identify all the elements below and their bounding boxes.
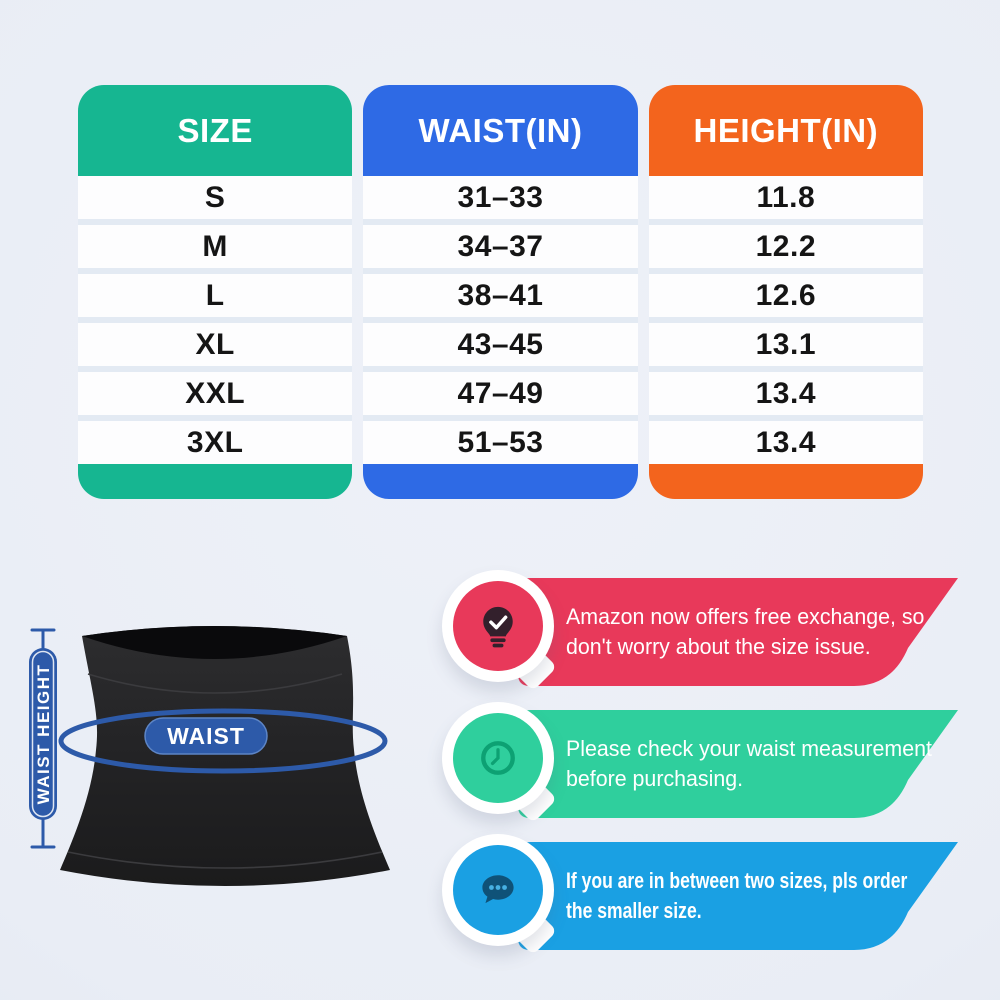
chat-dots-icon <box>453 845 543 935</box>
waist-height-label: WAIST HEIGHT <box>34 664 53 805</box>
waist-trainer-illustration: WAIST HEIGHT WAIST <box>20 600 440 900</box>
exchange-banner-text: Amazon now offers free exchange, so don'… <box>566 604 925 659</box>
size-advice-banner-icon-wrap <box>442 834 558 956</box>
waist-label-pill: WAIST <box>144 717 268 755</box>
table-cell: 13.4 <box>648 421 923 464</box>
height-header: HEIGHT(IN) <box>648 85 923 176</box>
table-cell: 11.8 <box>648 176 923 219</box>
table-cell: XL <box>78 323 353 366</box>
size-advice-banner: If you are in between two sizes, pls ord… <box>440 830 985 956</box>
table-cell: 12.6 <box>648 274 923 317</box>
size-advice-banner-text: If you are in between two sizes, pls ord… <box>566 868 908 923</box>
table-cell: 3XL <box>78 421 353 464</box>
height-column-footer <box>648 464 923 499</box>
height-ruler: WAIST HEIGHT <box>29 628 57 849</box>
exchange-banner: Amazon now offers free exchange, so don'… <box>440 566 985 692</box>
size-column-footer <box>78 464 353 499</box>
table-cell: S <box>78 176 353 219</box>
trainer-opening <box>82 626 347 659</box>
waist-trainer-graphic: WAIST HEIGHT WAIST <box>29 626 390 886</box>
table-cell: 47–49 <box>363 372 638 415</box>
table-cell: 12.2 <box>648 225 923 268</box>
table-cell: 13.4 <box>648 372 923 415</box>
info-banners: Amazon now offers free exchange, so don'… <box>440 566 985 962</box>
lightbulb-check-icon <box>453 581 543 671</box>
table-cell: M <box>78 225 353 268</box>
waist-column-footer <box>363 464 638 499</box>
table-cell: L <box>78 274 353 317</box>
exchange-banner-icon-wrap <box>442 570 558 692</box>
waist-measure-ellipse <box>58 708 388 774</box>
ribbon-shape <box>518 710 958 818</box>
waist-header: WAIST(IN) <box>363 85 638 176</box>
measure-banner: Please check your waist measurement befo… <box>440 698 985 824</box>
size-header: SIZE <box>78 85 353 176</box>
table-cell: XXL <box>78 372 353 415</box>
table-cell: 31–33 <box>363 176 638 219</box>
table-cell: 34–37 <box>363 225 638 268</box>
clock-icon <box>453 713 543 803</box>
waist-label: WAIST <box>167 723 245 749</box>
waist-column: WAIST(IN) 31–33 34–37 38–41 43–45 47–49 … <box>363 85 638 499</box>
height-column: HEIGHT(IN) 11.8 12.2 12.6 13.1 13.4 13.4 <box>648 85 923 499</box>
ribbon-shape <box>518 842 958 950</box>
ribbon-shape <box>518 578 958 686</box>
waist-trainer-body <box>60 626 390 886</box>
measure-banner-icon-wrap <box>442 702 558 824</box>
table-cell: 38–41 <box>363 274 638 317</box>
measure-banner-text: Please check your waist measurement befo… <box>566 736 932 791</box>
table-cell: 13.1 <box>648 323 923 366</box>
size-column: SIZE S M L XL XXL 3XL <box>78 85 353 499</box>
table-cell: 51–53 <box>363 421 638 464</box>
size-table: SIZE S M L XL XXL 3XL WAIST(IN) 31–33 34… <box>78 85 923 499</box>
table-cell: 43–45 <box>363 323 638 366</box>
